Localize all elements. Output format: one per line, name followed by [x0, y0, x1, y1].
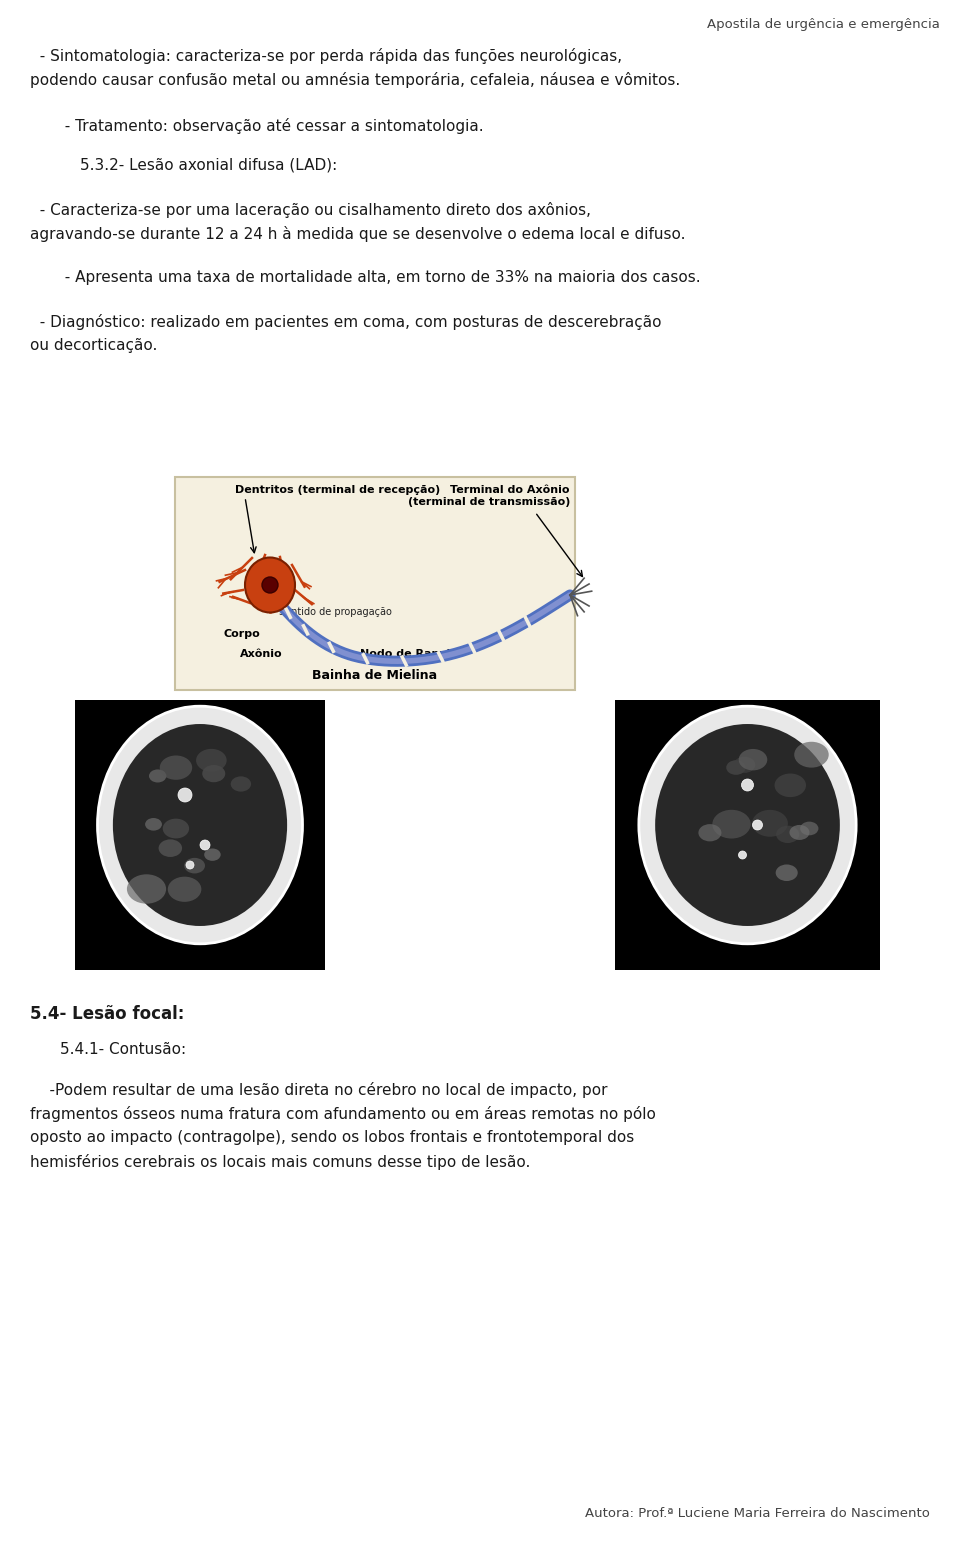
Text: ou decorticação.: ou decorticação. — [30, 339, 157, 352]
Text: -Podem resultar de uma lesão direta no cérebro no local de impacto, por: -Podem resultar de uma lesão direta no c… — [30, 1082, 608, 1098]
Ellipse shape — [776, 864, 798, 881]
Ellipse shape — [775, 773, 806, 798]
Text: Autora: Prof.ª Luciene Maria Ferreira do Nascimento: Autora: Prof.ª Luciene Maria Ferreira do… — [586, 1507, 930, 1520]
Ellipse shape — [168, 877, 202, 901]
Ellipse shape — [776, 826, 800, 843]
Circle shape — [753, 819, 762, 830]
Text: Sentido de propagação: Sentido de propagação — [278, 608, 392, 617]
Text: agravando-se durante 12 a 24 h à medida que se desenvolve o edema local e difuso: agravando-se durante 12 a 24 h à medida … — [30, 226, 685, 243]
Ellipse shape — [752, 810, 788, 836]
Circle shape — [186, 861, 194, 869]
Text: Axônio: Axônio — [240, 649, 282, 659]
Ellipse shape — [655, 724, 840, 926]
Text: Nodo de Ranvier: Nodo de Ranvier — [360, 649, 464, 659]
Ellipse shape — [789, 826, 809, 839]
Ellipse shape — [196, 748, 227, 771]
Text: - Sintomatologia: caracteriza-se por perda rápida das funções neurológicas,: - Sintomatologia: caracteriza-se por per… — [30, 48, 622, 63]
Ellipse shape — [127, 875, 166, 904]
Text: 5.3.2- Lesão axonial difusa (LAD):: 5.3.2- Lesão axonial difusa (LAD): — [80, 158, 337, 173]
Ellipse shape — [159, 756, 192, 779]
Circle shape — [200, 839, 210, 850]
Ellipse shape — [699, 824, 721, 841]
Ellipse shape — [712, 810, 751, 838]
Ellipse shape — [727, 761, 746, 775]
Ellipse shape — [794, 742, 828, 768]
Ellipse shape — [184, 858, 205, 873]
Text: Bainha de Mielina: Bainha de Mielina — [312, 669, 438, 682]
Ellipse shape — [158, 839, 182, 856]
Text: - Caracteriza-se por uma laceração ou cisalhamento direto dos axônios,: - Caracteriza-se por uma laceração ou ci… — [30, 203, 591, 218]
Bar — [175, 478, 575, 690]
Ellipse shape — [204, 849, 221, 861]
Text: Terminal do Axônio
(terminal de transmissão): Terminal do Axônio (terminal de transmis… — [408, 485, 570, 507]
Bar — [615, 700, 880, 969]
Text: Corpo: Corpo — [223, 629, 260, 638]
Circle shape — [262, 577, 278, 594]
Ellipse shape — [738, 748, 767, 770]
Text: 5.4- Lesão focal:: 5.4- Lesão focal: — [30, 1005, 184, 1023]
Ellipse shape — [801, 821, 819, 835]
Circle shape — [741, 779, 754, 792]
Ellipse shape — [203, 765, 226, 782]
Circle shape — [178, 788, 192, 802]
Text: 5.4.1- Contusão:: 5.4.1- Contusão: — [60, 1042, 186, 1057]
Ellipse shape — [113, 724, 287, 926]
Ellipse shape — [98, 707, 302, 943]
Bar — [75, 700, 325, 969]
Ellipse shape — [733, 756, 756, 773]
Text: - Diagnóstico: realizado em pacientes em coma, com posturas de descerebração: - Diagnóstico: realizado em pacientes em… — [30, 314, 661, 329]
Text: fragmentos ósseos numa fratura com afundamento ou em áreas remotas no pólo: fragmentos ósseos numa fratura com afund… — [30, 1105, 656, 1122]
Ellipse shape — [149, 770, 166, 782]
Circle shape — [738, 850, 747, 860]
Text: - Apresenta uma taxa de mortalidade alta, em torno de 33% na maioria dos casos.: - Apresenta uma taxa de mortalidade alta… — [55, 271, 701, 284]
Ellipse shape — [145, 818, 162, 830]
Ellipse shape — [230, 776, 252, 792]
Text: Dentritos (terminal de recepção): Dentritos (terminal de recepção) — [235, 485, 441, 495]
Text: Apostila de urgência e emergência: Apostila de urgência e emergência — [708, 19, 940, 31]
Ellipse shape — [163, 819, 189, 838]
Text: oposto ao impacto (contragolpe), sendo os lobos frontais e frontotemporal dos: oposto ao impacto (contragolpe), sendo o… — [30, 1130, 635, 1146]
Ellipse shape — [638, 707, 856, 943]
Text: - Tratamento: observação até cessar a sintomatologia.: - Tratamento: observação até cessar a si… — [55, 117, 484, 135]
Text: hemisférios cerebrais os locais mais comuns desse tipo de lesão.: hemisférios cerebrais os locais mais com… — [30, 1153, 530, 1170]
Ellipse shape — [245, 558, 295, 612]
Text: podendo causar confusão metal ou amnésia temporária, cefaleia, náusea e vômitos.: podendo causar confusão metal ou amnésia… — [30, 73, 681, 88]
